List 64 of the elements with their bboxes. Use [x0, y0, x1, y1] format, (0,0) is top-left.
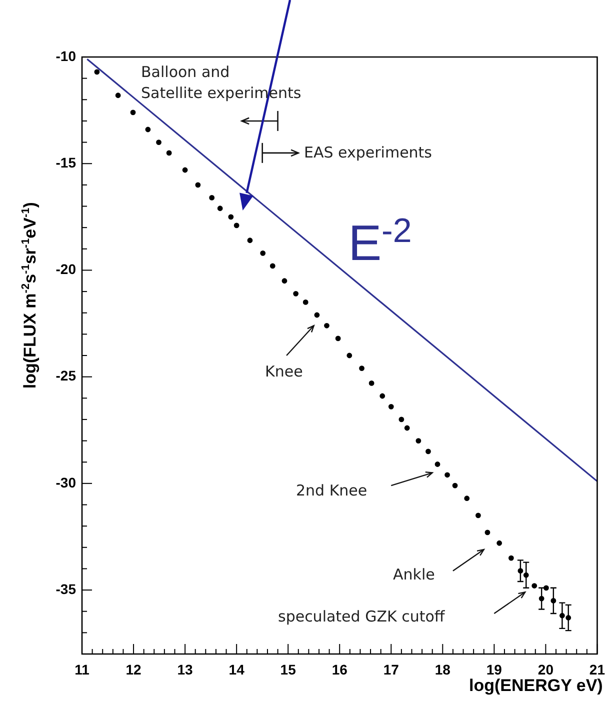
- point: [444, 472, 450, 478]
- point: [314, 312, 320, 318]
- point: [324, 322, 330, 328]
- x-tick-label: 19: [486, 661, 502, 678]
- point: [228, 214, 234, 220]
- point: [346, 352, 352, 358]
- y-tick-label: -10: [56, 48, 76, 64]
- point: [166, 150, 172, 156]
- x-tick-label: 12: [126, 661, 142, 678]
- x-tick-label: 17: [383, 661, 400, 678]
- point: [270, 263, 276, 269]
- y-tick-label: -25: [56, 368, 76, 384]
- point: [217, 206, 223, 212]
- point: [484, 530, 490, 536]
- x-axis-title: log(ENERGY eV): [469, 676, 603, 696]
- y-tick-label: -20: [56, 261, 76, 278]
- point: [368, 380, 374, 386]
- point: [247, 238, 253, 244]
- annotation: EAS experiments: [304, 142, 432, 164]
- y-tick-label: -15: [56, 154, 76, 170]
- point: [426, 448, 431, 454]
- point: [145, 126, 151, 132]
- y-tick-label: -35: [56, 580, 76, 597]
- annotation: Ankle: [393, 564, 435, 586]
- point: [476, 512, 481, 518]
- point: [293, 290, 299, 296]
- point: [335, 336, 341, 342]
- point: [434, 462, 440, 467]
- annotation: 2nd Knee: [296, 480, 368, 502]
- x-tick-label: 15: [280, 661, 296, 678]
- point: [416, 438, 422, 444]
- point: [452, 482, 458, 488]
- point: [398, 416, 404, 422]
- y-tick-label: -30: [56, 474, 76, 490]
- point: [234, 222, 240, 228]
- point: [496, 540, 502, 546]
- annotation: speculated GZK cutoff: [278, 606, 445, 628]
- point: [209, 195, 215, 200]
- point: [508, 555, 514, 561]
- point: [156, 140, 162, 145]
- x-tick-label: 21: [589, 661, 606, 678]
- x-tick-label: 11: [74, 661, 90, 678]
- point: [260, 250, 266, 256]
- point: [544, 585, 549, 591]
- x-tick-label: 16: [332, 661, 348, 678]
- point: [388, 404, 394, 410]
- point: [94, 69, 100, 75]
- point: [115, 92, 121, 98]
- point: [302, 299, 308, 305]
- point: [359, 366, 364, 371]
- point: [182, 167, 188, 173]
- point: [195, 182, 201, 188]
- point: [380, 393, 386, 399]
- series-label: E$^{-2}$: [348, 212, 412, 272]
- annotation: Knee: [265, 362, 303, 382]
- point: [404, 425, 410, 431]
- point: [464, 496, 470, 502]
- x-tick-label: 13: [177, 661, 194, 678]
- point: [532, 583, 538, 588]
- x-tick-label: 14: [228, 661, 245, 678]
- point: [282, 278, 288, 284]
- x-tick-label: 18: [434, 661, 451, 678]
- x-tick-label: 20: [538, 661, 554, 678]
- point: [130, 110, 136, 116]
